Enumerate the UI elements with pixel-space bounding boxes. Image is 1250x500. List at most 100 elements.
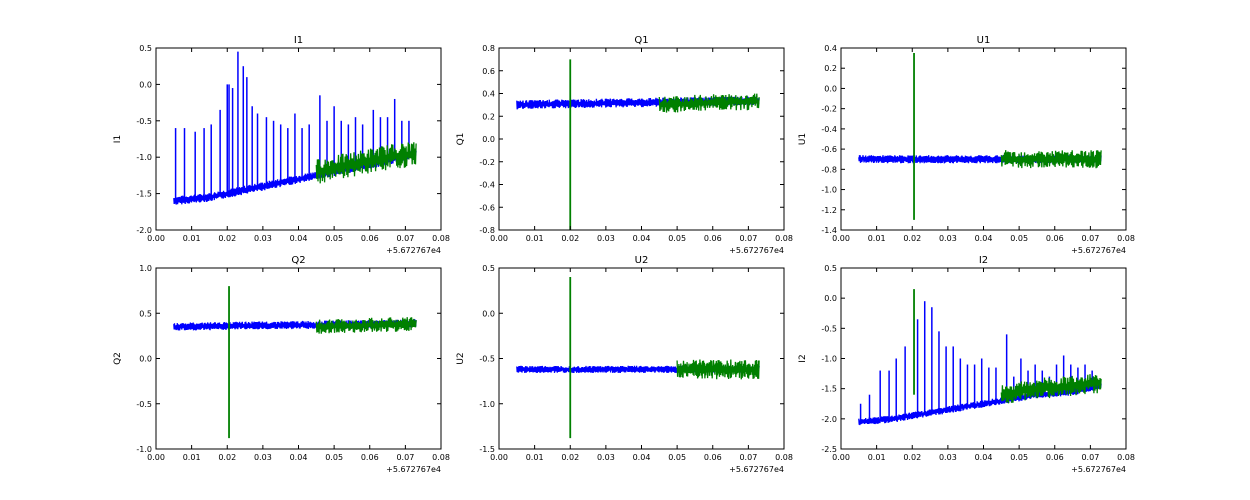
axes-frame xyxy=(155,267,442,450)
y-tick-label: -1.0 xyxy=(136,445,152,454)
x-tick-label: 0.08 xyxy=(432,234,450,243)
x-tick-label: 0.01 xyxy=(526,453,544,462)
y-tick-label: -0.8 xyxy=(821,165,837,174)
x-tick-label: 0.04 xyxy=(975,453,993,462)
axes-frame xyxy=(498,47,785,231)
series-1-line xyxy=(676,359,760,380)
x-tick-label: 0.01 xyxy=(183,234,201,243)
y-tick-label: 0.5 xyxy=(824,264,837,273)
y-tick-label: -1.0 xyxy=(479,400,495,409)
subplot-title: Q1 xyxy=(634,35,648,46)
x-tick-label: 0.00 xyxy=(832,234,850,243)
x-tick-label: 0.03 xyxy=(254,453,272,462)
x-offset-label: +5.672767e4 xyxy=(1071,246,1126,255)
y-tick-label: 0.0 xyxy=(482,309,495,318)
y-tick-label: -0.5 xyxy=(136,400,152,409)
x-tick-label: 0.04 xyxy=(633,453,651,462)
x-tick-label: 0.01 xyxy=(868,234,886,243)
series-1-line xyxy=(315,142,417,184)
y-tick-label: -2.5 xyxy=(821,445,837,454)
y-tick-label: -1.0 xyxy=(136,153,152,162)
x-tick-label: 0.02 xyxy=(903,234,921,243)
axes-frame xyxy=(498,267,785,450)
plot-area xyxy=(858,53,1102,220)
y-tick-label: 0.0 xyxy=(482,135,495,144)
plot-area xyxy=(173,51,417,205)
x-tick-label: 0.08 xyxy=(1117,453,1135,462)
x-tick-label: 0.05 xyxy=(1010,453,1028,462)
x-tick-label: 0.08 xyxy=(775,234,793,243)
x-tick-label: 0.04 xyxy=(633,234,651,243)
x-tick-label: 0.02 xyxy=(561,234,579,243)
x-tick-label: 0.06 xyxy=(1046,453,1064,462)
y-axis-label: U1 xyxy=(798,133,808,145)
x-tick-label: 0.00 xyxy=(490,234,508,243)
x-tick-label: 0.01 xyxy=(183,453,201,462)
plot-area xyxy=(858,289,1102,426)
y-tick-label: -0.2 xyxy=(479,158,495,167)
x-tick-label: 0.06 xyxy=(704,234,722,243)
y-tick-label: -1.0 xyxy=(821,355,837,364)
x-tick-label: 0.08 xyxy=(432,453,450,462)
y-tick-label: -0.5 xyxy=(136,117,152,126)
y-axis-label: Q1 xyxy=(456,133,466,146)
y-tick-label: -1.0 xyxy=(821,186,837,195)
x-tick-label: 0.07 xyxy=(396,453,414,462)
subplot-title: Q2 xyxy=(291,255,305,266)
series-1-line xyxy=(1000,150,1102,169)
x-offset-label: +5.672767e4 xyxy=(729,465,784,474)
y-tick-label: 0.0 xyxy=(139,80,152,89)
series-1-line xyxy=(1000,374,1102,404)
series-1-line xyxy=(658,93,760,113)
plot-area xyxy=(173,286,417,439)
plot-area xyxy=(516,59,760,230)
x-tick-label: 0.00 xyxy=(832,453,850,462)
x-tick-label: 0.05 xyxy=(325,453,343,462)
y-tick-label: -0.4 xyxy=(821,125,837,134)
subplot-Q2: 0.00 0.01 0.02 0.03 0.04 0.05 0.06 0.07 0.08 -1.0… xyxy=(113,255,450,474)
series-1-line xyxy=(315,317,417,334)
x-tick-label: 0.04 xyxy=(290,453,308,462)
x-tick-label: 0.03 xyxy=(939,234,957,243)
plot-area xyxy=(516,277,760,439)
y-tick-label: -1.5 xyxy=(136,190,152,199)
x-tick-label: 0.07 xyxy=(739,453,757,462)
subplot-title: U1 xyxy=(977,35,991,46)
x-offset-label: +5.672767e4 xyxy=(1071,465,1126,474)
x-tick-label: 0.03 xyxy=(254,234,272,243)
x-tick-label: 0.04 xyxy=(975,234,993,243)
y-tick-label: 0.5 xyxy=(139,44,152,53)
x-tick-label: 0.06 xyxy=(361,234,379,243)
y-tick-label: 0.5 xyxy=(139,309,152,318)
x-tick-label: 0.07 xyxy=(1081,453,1099,462)
y-tick-label: -0.8 xyxy=(479,226,495,235)
y-tick-label: 0.0 xyxy=(824,84,837,93)
x-tick-label: 0.05 xyxy=(1010,234,1028,243)
y-tick-label: -0.4 xyxy=(479,181,495,190)
series-0-line xyxy=(858,382,1102,426)
x-offset-label: +5.672767e4 xyxy=(729,246,784,255)
x-tick-label: 0.02 xyxy=(218,234,236,243)
axes-frame xyxy=(840,47,1127,231)
y-tick-label: -1.5 xyxy=(821,385,837,394)
subplot-title: U2 xyxy=(635,255,649,266)
x-tick-label: 0.04 xyxy=(290,234,308,243)
y-tick-label: -1.5 xyxy=(479,445,495,454)
y-tick-label: 0.2 xyxy=(824,64,837,73)
x-tick-label: 0.07 xyxy=(739,234,757,243)
subplot-title: I2 xyxy=(979,255,988,266)
y-tick-label: 0.8 xyxy=(482,44,495,53)
y-axis-label: I1 xyxy=(113,135,123,143)
x-tick-label: 0.07 xyxy=(1081,234,1099,243)
y-tick-label: 0.0 xyxy=(139,355,152,364)
x-tick-label: 0.01 xyxy=(868,453,886,462)
axes-frame xyxy=(155,47,442,231)
x-offset-label: +5.672767e4 xyxy=(386,465,441,474)
y-tick-label: -2.0 xyxy=(821,415,837,424)
y-tick-label: 0.4 xyxy=(482,90,495,99)
x-tick-label: 0.05 xyxy=(668,453,686,462)
y-tick-label: -2.0 xyxy=(136,226,152,235)
y-axis-label: I2 xyxy=(798,354,808,362)
y-tick-label: -0.2 xyxy=(821,105,837,114)
y-axis-label: Q2 xyxy=(113,352,123,365)
